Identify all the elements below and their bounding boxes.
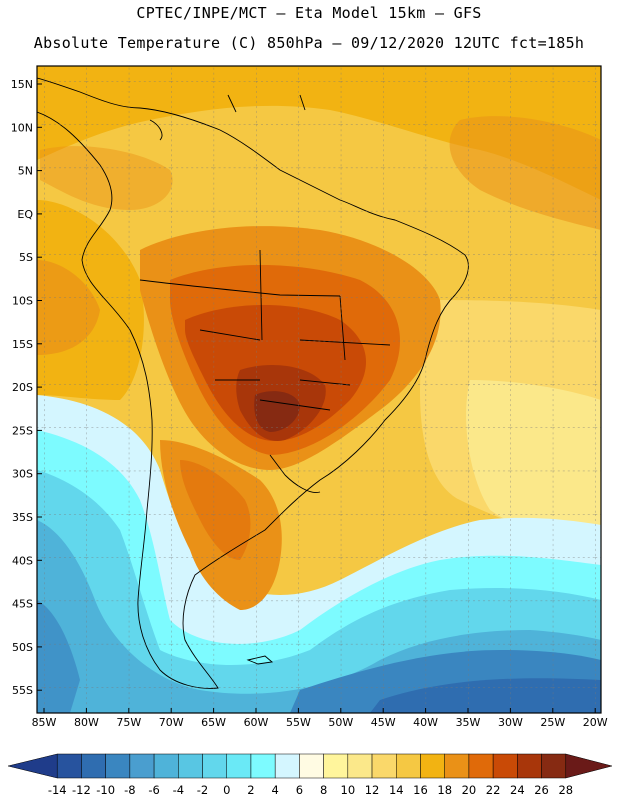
lat-label: 5S xyxy=(19,251,33,264)
lat-label: 25S xyxy=(12,424,33,437)
lon-label: 20W xyxy=(583,716,608,729)
colorbar-cell xyxy=(444,753,470,779)
colorbar-cell xyxy=(129,753,155,779)
colorbar-tick-label: 22 xyxy=(486,783,501,797)
colorbar-tick-label: 26 xyxy=(534,783,549,797)
lon-label: 50W xyxy=(328,716,353,729)
colorbar-tick-label: 20 xyxy=(462,783,477,797)
colorbar-tick-label: -8 xyxy=(124,783,135,797)
colorbar-tick-label: -4 xyxy=(173,783,184,797)
colorbar-cell xyxy=(299,753,324,779)
colorbar-cell xyxy=(371,753,397,779)
colorbar-tick-label: 16 xyxy=(413,783,428,797)
colorbar-tick-label: 24 xyxy=(510,783,525,797)
colorbar-tick-label: -10 xyxy=(96,783,115,797)
colorbar-labels: -14 -12 -10 -8 -6 -4 -2 0 2 4 6 8 10 12 14 16 18 20 22 24 26… xyxy=(48,783,573,797)
lon-label: 75W xyxy=(116,716,141,729)
colorbar-cell xyxy=(105,753,131,779)
colorbar-tick-label: 8 xyxy=(320,783,327,797)
lat-label: 55S xyxy=(12,684,33,697)
lat-label: 45S xyxy=(12,598,33,611)
colorbar-tick-label: 14 xyxy=(389,783,404,797)
lon-label: 35W xyxy=(456,716,481,729)
colorbar-cell xyxy=(541,753,567,779)
lon-label: 80W xyxy=(74,716,99,729)
lon-label: 85W xyxy=(32,716,57,729)
lat-label: 50S xyxy=(12,641,33,654)
colorbar-tick-label: 2 xyxy=(247,783,254,797)
colorbar xyxy=(7,753,613,779)
lat-label: 20S xyxy=(12,381,33,394)
colorbar-cell xyxy=(420,753,445,779)
colorbar-cell xyxy=(468,753,494,779)
colorbar-cell xyxy=(250,753,276,779)
colorbar-cell xyxy=(226,753,252,779)
lat-label: 10S xyxy=(12,295,33,308)
chart-title-line1: CPTEC/INPE/MCT – Eta Model 15km – GFS xyxy=(136,4,482,22)
chart-title-line2: Absolute Temperature (C) 850hPa – 09/12/… xyxy=(33,34,585,52)
colorbar-tick-label: 6 xyxy=(296,783,303,797)
longitude-labels: 85W 80W 75W 70W 65W 60W 55W 50W 45W 40W 35W 30W 25W 2… xyxy=(32,708,608,729)
map-frame xyxy=(36,65,602,714)
lat-label: 5N xyxy=(18,165,33,178)
lon-label: 60W xyxy=(244,716,269,729)
colorbar-tick-label: -6 xyxy=(148,783,159,797)
lat-label: 10N xyxy=(11,121,33,134)
lon-label: 40W xyxy=(413,716,438,729)
lon-label: 30W xyxy=(498,716,523,729)
colorbar-tick-label: 10 xyxy=(341,783,356,797)
lat-label: 15N xyxy=(11,78,33,91)
colorbar-cell xyxy=(347,753,373,779)
colorbar-tick-label: -2 xyxy=(197,783,208,797)
colorbar-tick-label: 0 xyxy=(223,783,230,797)
colorbar-cell xyxy=(7,753,58,779)
lon-label: 45W xyxy=(371,716,396,729)
colorbar-cell xyxy=(396,753,421,779)
colorbar-tick-label: -14 xyxy=(48,783,67,797)
lon-label: 65W xyxy=(201,716,226,729)
lat-lon-grid xyxy=(37,66,601,713)
colorbar-cell xyxy=(81,753,106,779)
lat-label: 35S xyxy=(12,511,33,524)
colorbar-tick-label: 18 xyxy=(437,783,452,797)
colorbar-cell xyxy=(153,753,179,779)
colorbar-cell xyxy=(323,753,349,779)
colorbar-cell xyxy=(517,753,542,779)
colorbar-cell xyxy=(565,753,613,779)
colorbar-cell xyxy=(178,753,203,779)
lat-label: 40S xyxy=(12,554,33,567)
colorbar-tick-label: 12 xyxy=(365,783,380,797)
colorbar-tick-label: -12 xyxy=(72,783,91,797)
latitude-labels: 15N 10N 5N EQ 5S 10S 15S 20S 25S 30S 35S 40S 45S 50S 5… xyxy=(11,78,42,697)
lon-label: 70W xyxy=(159,716,184,729)
colorbar-cell xyxy=(202,753,227,779)
lon-label: 25W xyxy=(540,716,565,729)
colorbar-tick-label: 28 xyxy=(558,783,573,797)
lat-label: 30S xyxy=(12,468,33,481)
colorbar-cell xyxy=(274,753,300,779)
colorbar-tick-label: 4 xyxy=(272,783,279,797)
colorbar-cell xyxy=(492,753,518,779)
lat-label: 15S xyxy=(12,338,33,351)
colorbar-cell xyxy=(56,753,82,779)
lon-label: 55W xyxy=(286,716,311,729)
lat-label: EQ xyxy=(17,208,33,221)
